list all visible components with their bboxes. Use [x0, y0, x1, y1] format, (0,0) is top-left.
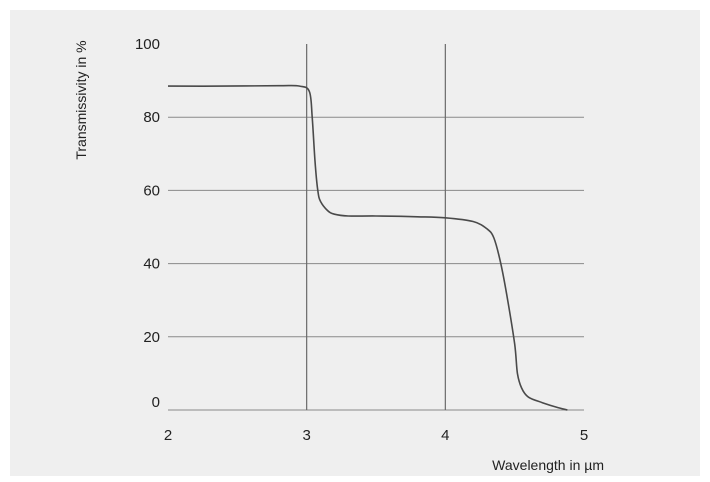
y-tick-label: 80 — [143, 109, 160, 126]
y-tick-labels: 100 80 60 40 20 0 — [135, 36, 160, 411]
y-tick-label: 100 — [135, 36, 160, 53]
x-tick-label: 2 — [164, 427, 172, 444]
y-tick-label: 20 — [143, 329, 160, 346]
y-tick-label: 0 — [152, 394, 160, 411]
x-tick-label: 5 — [580, 427, 588, 444]
x-tick-label: 4 — [441, 427, 449, 444]
series-layer — [167, 84, 568, 411]
horizontal-gridlines — [168, 116, 584, 411]
chart-panel — [10, 10, 700, 476]
x-tick-labels: 2 3 4 5 — [164, 427, 588, 444]
transmissivity-curve — [167, 84, 568, 411]
x-axis-title: Wavelength in µm — [492, 457, 604, 473]
vertical-gridlines — [306, 44, 446, 410]
x-tick-label: 3 — [302, 427, 310, 444]
y-tick-label: 60 — [143, 182, 160, 199]
y-axis-title: Transmissivity in % — [73, 40, 89, 159]
y-tick-label: 40 — [143, 256, 160, 273]
